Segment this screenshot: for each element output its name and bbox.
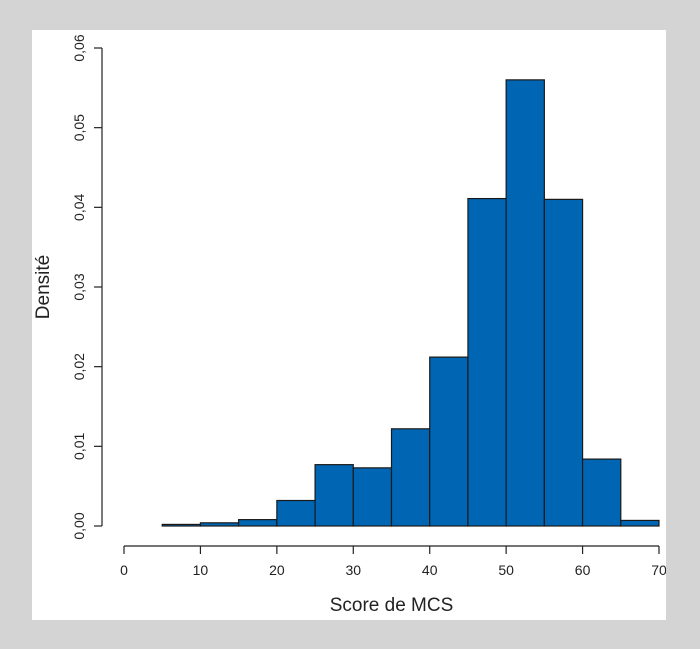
x-tick-label: 20 [269, 562, 285, 578]
x-tick-label: 60 [575, 562, 591, 578]
histogram-bar [429, 356, 469, 527]
chart-panel: 0,00 0,01 0,02 0,03 0,04 0,05 0,06 0 10 20 30 40 50… [32, 30, 666, 620]
y-tick-label: 0,05 [71, 114, 87, 141]
histogram-chart: 0,00 0,01 0,02 0,03 0,04 0,05 0,06 0 10 20 30 40 50… [33, 34, 666, 616]
y-axis-title: Densité [33, 255, 54, 319]
histogram-bar [467, 197, 507, 527]
x-axis: 0 10 20 30 40 50 60 70 [120, 545, 666, 578]
histogram-bar [620, 519, 660, 527]
histogram-bar [543, 198, 584, 527]
histogram-bars [161, 79, 660, 527]
histogram-bar [352, 467, 393, 527]
x-tick-label: 70 [651, 562, 666, 578]
histogram-bar [276, 499, 316, 527]
y-tick-label: 0,04 [71, 193, 87, 220]
y-tick-label: 0,03 [71, 273, 87, 300]
x-tick-label: 10 [193, 562, 209, 578]
histogram-bar [390, 428, 431, 527]
histogram-bar [238, 519, 278, 527]
y-tick-label: 0,01 [71, 432, 87, 459]
x-tick-label: 50 [498, 562, 514, 578]
x-tick-label: 40 [422, 562, 438, 578]
histogram-bar [199, 522, 240, 527]
x-axis-title: Score de MCS [330, 595, 454, 616]
histogram-bar [505, 79, 545, 527]
y-axis: 0,00 0,01 0,02 0,03 0,04 0,05 0,06 [71, 34, 103, 540]
x-tick-label: 30 [345, 562, 361, 578]
y-tick-label: 0,02 [71, 353, 87, 380]
histogram-bar [314, 464, 354, 527]
x-tick-label: 0 [120, 562, 128, 578]
histogram-bar [161, 523, 202, 527]
y-tick-label: 0,06 [71, 34, 87, 61]
y-tick-label: 0,00 [71, 512, 87, 539]
histogram-bar [581, 458, 622, 527]
